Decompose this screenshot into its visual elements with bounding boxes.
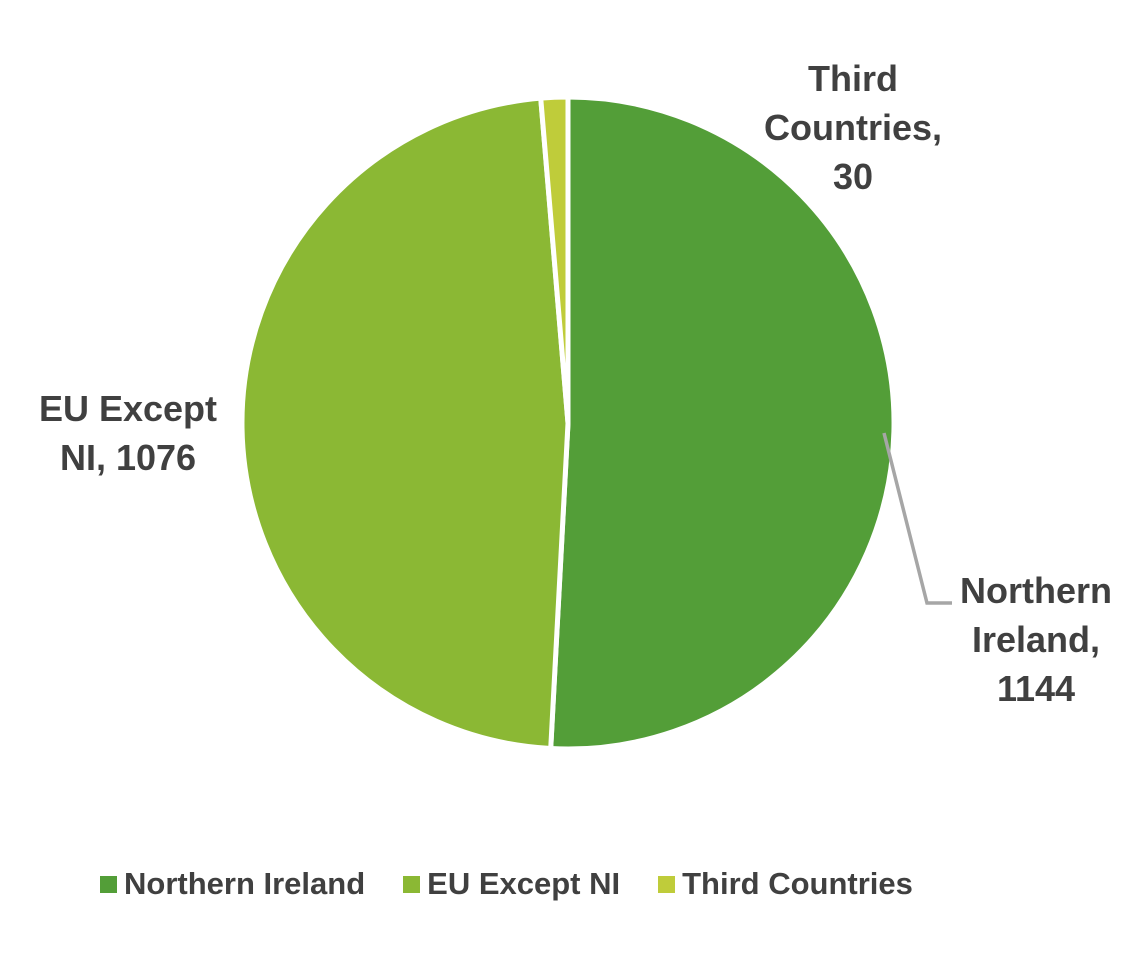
data-label-line: 1144 [996, 668, 1076, 709]
data-label-line: NI, 1076 [59, 437, 197, 478]
legend-marker-northern-ireland [100, 875, 117, 893]
legend-item-eu-except-ni[interactable]: EU Except NI [403, 866, 620, 902]
data-label-line: Countries, [763, 107, 942, 148]
data-label-northern-ireland: Northern Ireland, 1144 [941, 566, 1131, 713]
legend-marker-third-countries [658, 875, 676, 893]
legend-item-northern-ireland[interactable]: Northern Ireland [100, 866, 365, 902]
data-label-line: Ireland, [971, 619, 1101, 660]
legend: Northern Ireland EU Except NI Third Coun… [100, 862, 913, 906]
pie-slice-eu-except-ni[interactable] [239, 95, 571, 752]
data-label-line: Third [808, 58, 898, 99]
legend-label: Northern Ireland [124, 866, 366, 901]
leader-line-northern-ireland [882, 432, 952, 605]
data-label-line: 30 [832, 156, 874, 197]
data-label-eu-except-ni: EU Except NI, 1076 [18, 384, 238, 482]
data-label-third-countries: Third Countries, 30 [733, 54, 973, 201]
data-label-line: EU Except [38, 388, 218, 429]
legend-label: EU Except NI [427, 866, 621, 901]
pie-slice-northern-ireland[interactable] [548, 94, 897, 752]
pie-slice-third-countries[interactable] [538, 94, 571, 426]
legend-item-third-countries[interactable]: Third Countries [658, 866, 913, 902]
legend-label: Third Countries [682, 866, 913, 901]
legend-marker-eu-except-ni [403, 875, 421, 893]
data-label-line: Northern [960, 570, 1112, 611]
